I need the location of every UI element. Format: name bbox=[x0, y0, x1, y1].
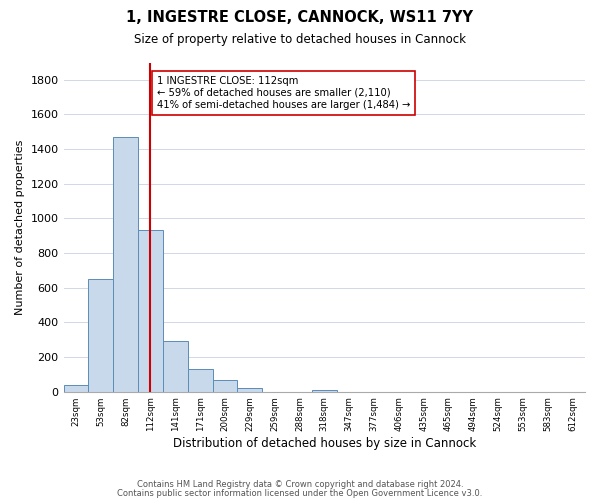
Text: Contains HM Land Registry data © Crown copyright and database right 2024.: Contains HM Land Registry data © Crown c… bbox=[137, 480, 463, 489]
Bar bbox=[113, 137, 138, 392]
Text: 1, INGESTRE CLOSE, CANNOCK, WS11 7YY: 1, INGESTRE CLOSE, CANNOCK, WS11 7YY bbox=[127, 10, 473, 25]
Text: Contains public sector information licensed under the Open Government Licence v3: Contains public sector information licen… bbox=[118, 488, 482, 498]
Bar bbox=[163, 340, 188, 392]
Y-axis label: Number of detached properties: Number of detached properties bbox=[15, 140, 25, 315]
X-axis label: Distribution of detached houses by size in Cannock: Distribution of detached houses by size … bbox=[173, 437, 476, 450]
Text: Size of property relative to detached houses in Cannock: Size of property relative to detached ho… bbox=[134, 32, 466, 46]
Bar bbox=[312, 390, 337, 392]
Text: 1 INGESTRE CLOSE: 112sqm
← 59% of detached houses are smaller (2,110)
41% of sem: 1 INGESTRE CLOSE: 112sqm ← 59% of detach… bbox=[157, 76, 410, 110]
Bar bbox=[188, 369, 212, 392]
Bar bbox=[212, 380, 238, 392]
Bar bbox=[88, 279, 113, 392]
Bar bbox=[64, 385, 88, 392]
Bar bbox=[238, 388, 262, 392]
Bar bbox=[138, 230, 163, 392]
